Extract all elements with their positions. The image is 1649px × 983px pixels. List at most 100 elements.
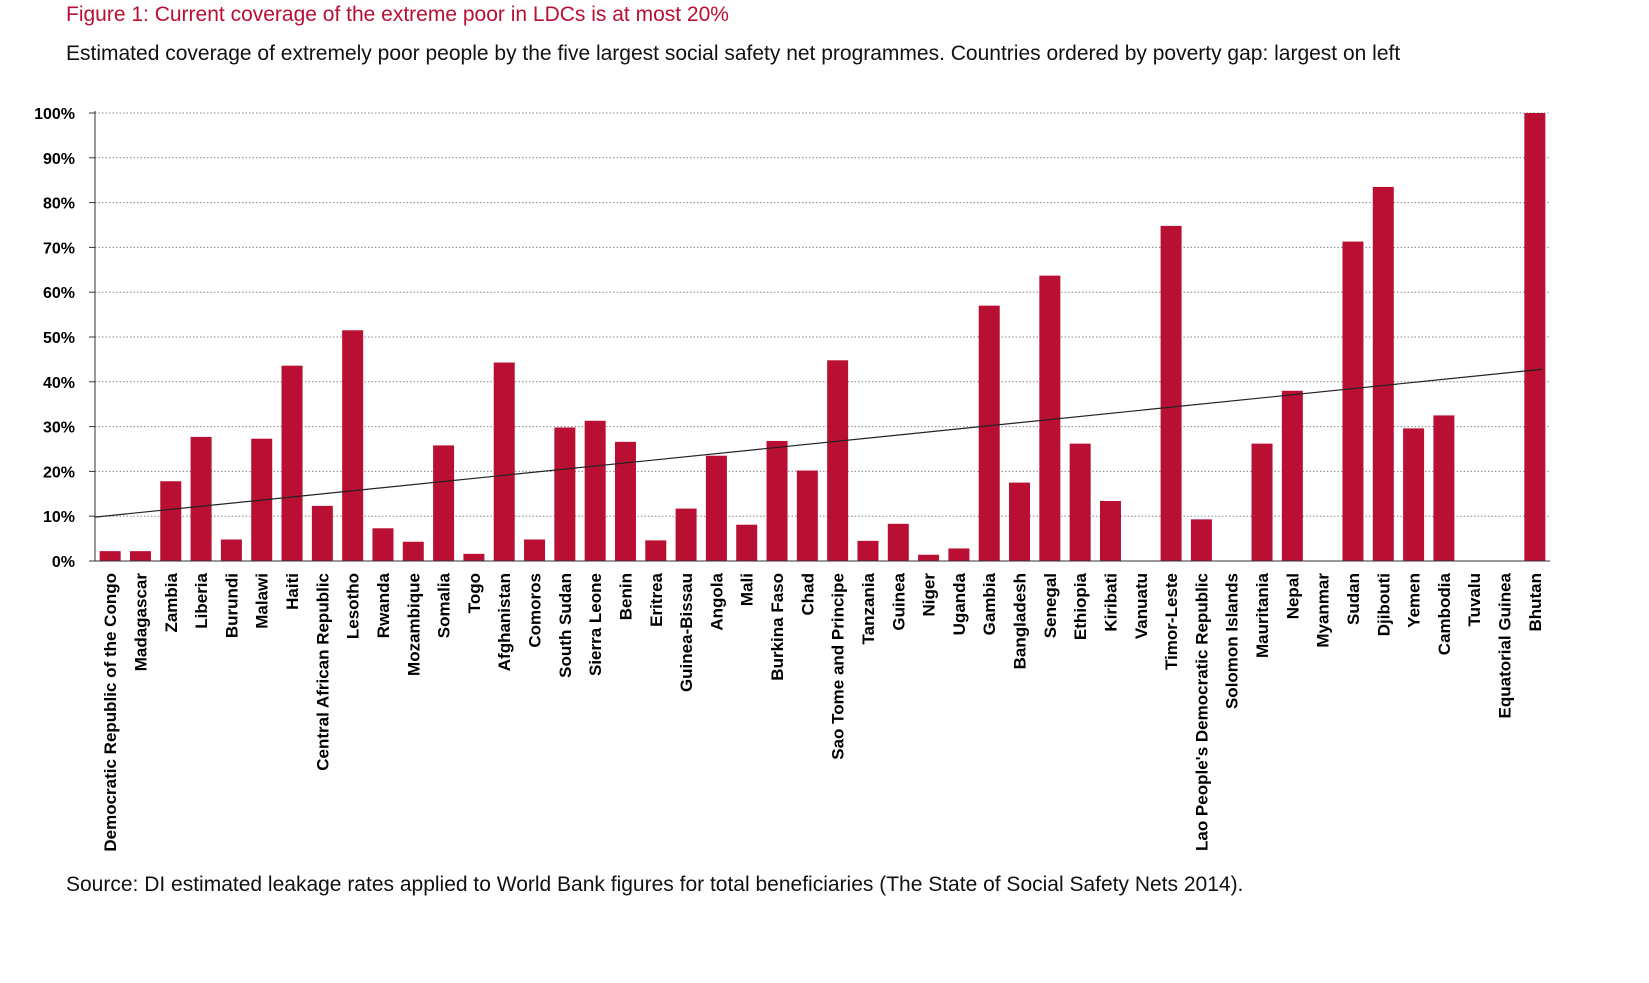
x-tick-label: Angola xyxy=(707,572,726,630)
bar xyxy=(645,540,667,561)
bar xyxy=(1039,275,1061,561)
y-tick-label: 70% xyxy=(43,240,75,257)
x-tick-label: Djibouti xyxy=(1374,573,1393,636)
bars xyxy=(99,113,1546,562)
x-tick-label: Haiti xyxy=(283,573,302,610)
y-tick-label: 10% xyxy=(43,509,75,526)
y-tick-label: 100% xyxy=(34,106,75,123)
bar xyxy=(493,362,515,561)
bar xyxy=(524,539,546,561)
x-tick-label: Somalia xyxy=(435,572,454,638)
x-tick-label: Eritrea xyxy=(647,572,666,626)
x-tick-label: Myanmar xyxy=(1314,573,1333,648)
trendline xyxy=(94,368,1543,518)
bar xyxy=(614,441,636,561)
x-tick-label: Malawi xyxy=(253,573,272,629)
y-tick-label: 80% xyxy=(43,196,75,213)
x-tick-label: Burundi xyxy=(222,573,241,638)
bar xyxy=(1160,225,1182,561)
x-tick-label: Liberia xyxy=(192,572,211,628)
x-tick-label: Niger xyxy=(920,573,939,617)
bar xyxy=(433,445,455,561)
x-tick-label: Chad xyxy=(798,573,817,616)
x-tick-label: Solomon Islands xyxy=(1223,573,1242,709)
y-tick-label: 0% xyxy=(52,554,75,571)
figure-source: Source: DI estimated leakage rates appli… xyxy=(66,873,1244,896)
x-tick-label: Cambodia xyxy=(1435,572,1454,655)
bar xyxy=(796,470,818,561)
x-tick-label: Guinea-Bissau xyxy=(677,573,696,692)
x-tick-label: Afghanistan xyxy=(495,573,514,671)
bar xyxy=(190,436,212,561)
bar xyxy=(766,440,788,561)
y-tick-label: 20% xyxy=(43,464,75,481)
bar xyxy=(311,505,333,561)
bar xyxy=(1524,113,1546,561)
figure-subtitle: Estimated coverage of extremely poor peo… xyxy=(66,42,1401,65)
x-tick-label: Mauritania xyxy=(1253,572,1272,658)
bar xyxy=(827,360,849,561)
y-tick-label: 60% xyxy=(43,285,75,302)
bar xyxy=(887,523,909,561)
x-tick-label: Mozambique xyxy=(404,573,423,676)
x-tick-label: Mali xyxy=(738,573,757,606)
x-tick-label: Timor-Leste xyxy=(1162,573,1181,670)
bar xyxy=(675,508,697,561)
x-tick-label: Lesotho xyxy=(344,573,363,639)
x-tick-label: Sao Tome and Principe xyxy=(829,573,848,760)
bar xyxy=(342,330,364,561)
x-tick-label: Democratic Republic of the Congo xyxy=(101,573,120,852)
x-tick-label: Gambia xyxy=(980,572,999,635)
bar xyxy=(220,539,242,561)
x-tick-label: Guinea xyxy=(889,572,908,630)
x-tick-label: Uganda xyxy=(950,572,969,635)
bar xyxy=(160,481,182,561)
bar xyxy=(584,420,606,561)
figure-title: Figure 1: Current coverage of the extrem… xyxy=(66,3,729,26)
bar xyxy=(978,305,1000,561)
x-tick-label: Tanzania xyxy=(859,572,878,644)
trendline-line xyxy=(94,368,1543,518)
x-tick-label: Equatorial Guinea xyxy=(1496,572,1515,718)
bar xyxy=(1251,443,1273,561)
x-tick-label: Tuvalu xyxy=(1465,573,1484,627)
bar xyxy=(1069,443,1091,561)
x-tick-label: Ethiopia xyxy=(1071,572,1090,640)
x-tick-label: Vanuatu xyxy=(1132,573,1151,639)
x-tick-label: South Sudan xyxy=(556,573,575,678)
x-tick-label: Bhutan xyxy=(1526,573,1545,632)
bar xyxy=(554,427,576,561)
bar xyxy=(736,524,758,561)
y-tick-label: 30% xyxy=(43,420,75,437)
bar xyxy=(1403,428,1425,561)
x-tick-label: Central African Republic xyxy=(313,573,332,771)
bar xyxy=(463,553,485,561)
x-tick-label: Madagascar xyxy=(131,573,150,672)
y-tick-label: 90% xyxy=(43,151,75,168)
axes xyxy=(89,111,1550,562)
x-tick-label: Burkina Faso xyxy=(768,573,787,681)
x-tick-label: Nepal xyxy=(1283,573,1302,619)
gridlines xyxy=(95,112,1550,517)
bar xyxy=(281,365,303,561)
bar xyxy=(705,455,727,561)
bar xyxy=(1190,519,1212,561)
bar xyxy=(1342,241,1364,562)
bar xyxy=(1099,500,1121,561)
bar xyxy=(948,548,970,561)
bar xyxy=(857,540,879,561)
bar xyxy=(402,541,424,561)
bar xyxy=(129,551,151,561)
x-tick-label: Rwanda xyxy=(374,572,393,638)
x-tick-label: Sudan xyxy=(1344,573,1363,625)
bar xyxy=(1281,390,1303,561)
x-axis-ticks: Democratic Republic of the Congo Madagasc… xyxy=(101,572,1545,851)
y-axis-ticks: 0% 10% 20% 30% 40% 50% 60% 70% 80% 90% 100% xyxy=(34,106,75,571)
x-tick-label: Lao People's Democratic Republic xyxy=(1192,573,1211,851)
x-tick-label: Togo xyxy=(465,573,484,613)
x-tick-label: Benin xyxy=(616,573,635,620)
x-tick-label: Bangladesh xyxy=(1011,573,1030,669)
bar xyxy=(372,528,394,561)
x-tick-label: Sierra Leone xyxy=(586,573,605,676)
